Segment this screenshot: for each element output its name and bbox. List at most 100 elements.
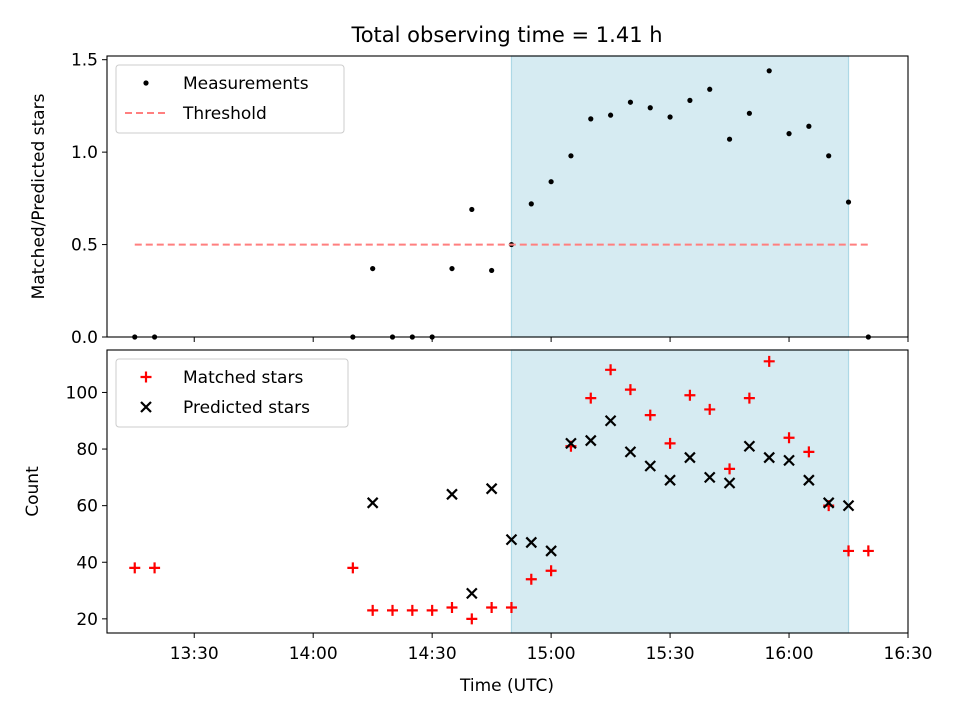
matched-stars-point bbox=[426, 604, 438, 616]
y-tick-label: 100 bbox=[66, 383, 98, 403]
predicted-stars-point bbox=[842, 499, 855, 512]
matched-stars-point bbox=[783, 432, 795, 444]
legend-matched-marker bbox=[140, 371, 152, 383]
matched-stars-point bbox=[486, 602, 498, 614]
y-tick-label: 0.0 bbox=[71, 328, 98, 348]
measurement-point bbox=[667, 114, 673, 120]
measurement-point bbox=[826, 153, 832, 159]
matched-stars-point bbox=[664, 437, 676, 449]
measurement-point bbox=[548, 179, 554, 185]
matched-stars-point bbox=[684, 389, 696, 401]
axes-frame bbox=[106, 55, 909, 338]
measurements-panel: 0.0 0.5 1.0 1.5 Matched/Predicted stars Measu… bbox=[29, 51, 909, 348]
matched-stars-point bbox=[763, 355, 775, 367]
measurement-point bbox=[469, 206, 475, 213]
x-tick-label: 14:30 bbox=[408, 644, 457, 664]
measurement-point bbox=[726, 136, 733, 142]
predicted-stars-point bbox=[723, 477, 736, 489]
legend-label: Measurements bbox=[183, 74, 309, 94]
x-tick-label: 15:30 bbox=[646, 644, 695, 664]
measurement-point bbox=[687, 97, 693, 103]
matched-stars-point bbox=[605, 364, 617, 376]
x-axis-label: Time (UTC) bbox=[459, 676, 554, 696]
measurement-point bbox=[588, 116, 594, 122]
matched-stars-point bbox=[843, 545, 855, 557]
legend-measurement-marker bbox=[143, 80, 149, 86]
matched-stars-point bbox=[129, 562, 141, 574]
predicted-stars-point bbox=[664, 474, 676, 486]
legend-label: Threshold bbox=[182, 104, 267, 124]
predicted-stars-point bbox=[763, 451, 775, 464]
predicted-stars-point bbox=[644, 460, 657, 472]
predicted-stars-point bbox=[366, 497, 379, 509]
y-tick-label: 1.5 bbox=[71, 51, 98, 71]
y-tick-label: 0.5 bbox=[71, 236, 98, 256]
y-axis-label: Matched/Predicted stars bbox=[29, 93, 49, 299]
legend-label: Matched stars bbox=[183, 368, 303, 388]
legend-box bbox=[115, 64, 345, 134]
measurement-point bbox=[607, 112, 614, 118]
y-tick-label: 40 bbox=[76, 553, 98, 573]
matched-stars-point bbox=[704, 403, 716, 415]
x-tick-label: 14:00 bbox=[289, 644, 338, 664]
matched-stars-point bbox=[743, 392, 755, 404]
predicted-stars-point bbox=[466, 587, 478, 600]
legend-predicted-marker bbox=[140, 401, 152, 413]
axes-frame bbox=[106, 349, 909, 634]
chart-title: Total observing time = 1.41 h bbox=[350, 23, 662, 47]
legend-label: Predicted stars bbox=[183, 398, 310, 418]
measurement-point bbox=[786, 131, 792, 137]
matched-stars-point bbox=[406, 604, 418, 616]
measurement-point bbox=[746, 110, 752, 116]
predicted-stars-point bbox=[565, 437, 577, 450]
counts-panel: 20 40 60 80 100 13:30 14:00 14:30 15:00 15:30 16:0… bbox=[23, 349, 933, 664]
y-tick-label: 80 bbox=[76, 440, 98, 460]
predicted-stars-point bbox=[505, 533, 518, 546]
measurement-point bbox=[707, 86, 713, 92]
matched-stars-point bbox=[585, 392, 597, 404]
measurement-point bbox=[766, 68, 772, 74]
measurement-point bbox=[528, 201, 534, 207]
matched-stars-point bbox=[367, 604, 379, 616]
matched-stars-point bbox=[624, 384, 636, 396]
matched-stars-point bbox=[149, 562, 161, 574]
legend-box bbox=[115, 358, 349, 428]
y-axis-label: Count bbox=[23, 466, 43, 517]
predicted-stars-point bbox=[584, 434, 597, 447]
predicted-stars-point bbox=[743, 440, 756, 452]
observing-window-highlight bbox=[510, 55, 850, 338]
measurement-point bbox=[370, 265, 376, 272]
measurement-point bbox=[568, 153, 574, 159]
measurement-point bbox=[627, 99, 634, 105]
observing-window-highlight bbox=[510, 349, 850, 634]
predicted-stars-point bbox=[783, 454, 795, 467]
matched-stars-point bbox=[387, 604, 399, 616]
x-tick-label: 15:00 bbox=[527, 644, 576, 664]
predicted-stars-point bbox=[703, 471, 716, 484]
predicted-stars-point bbox=[604, 414, 617, 427]
legend: Measurements Threshold bbox=[115, 64, 345, 134]
predicted-stars-point bbox=[525, 536, 538, 549]
predicted-stars-point bbox=[822, 497, 835, 509]
predicted-stars-point bbox=[545, 545, 557, 557]
x-tick-label: 16:30 bbox=[884, 644, 933, 664]
measurement-point bbox=[489, 267, 495, 274]
measurement-point bbox=[647, 105, 653, 111]
predicted-stars-point bbox=[803, 474, 815, 486]
series-measurements bbox=[132, 68, 871, 340]
y-tick-label: 1.0 bbox=[71, 143, 98, 163]
matched-stars-point bbox=[545, 565, 557, 577]
x-tick-label: 16:00 bbox=[765, 644, 814, 664]
y-tick-label: 20 bbox=[76, 610, 98, 630]
x-tick-label: 13:30 bbox=[170, 644, 219, 664]
matched-stars-point bbox=[466, 613, 478, 625]
predicted-stars-point bbox=[684, 451, 696, 464]
measurement-point bbox=[449, 265, 455, 272]
measurement-point bbox=[806, 123, 812, 129]
series-predicted-stars bbox=[366, 414, 855, 600]
measurement-point bbox=[845, 199, 852, 205]
legend: Matched stars Predicted stars bbox=[115, 358, 349, 428]
matched-stars-point bbox=[724, 463, 736, 475]
matched-stars-point bbox=[644, 409, 656, 421]
